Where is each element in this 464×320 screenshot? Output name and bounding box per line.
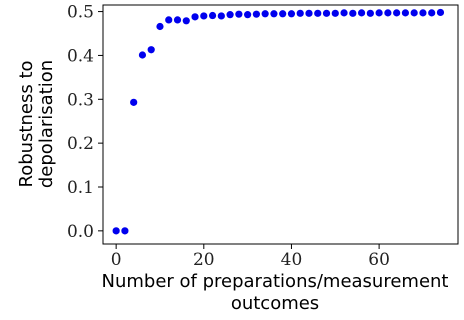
plot-frame [102,4,459,245]
x-tick-label: 0 [111,250,122,270]
data-point [208,11,217,20]
y-tick-label: 0.3 [67,90,94,110]
data-point [165,16,173,24]
data-point [226,11,234,19]
data-point [279,10,287,18]
x-axis-label-line-2: outcomes [231,293,319,314]
y-axis-label-line-2: depolarisation [36,60,57,188]
data-point [270,10,278,18]
data-point [200,12,208,20]
data-point [393,9,401,17]
data-point [322,9,331,17]
data-point [331,9,339,17]
data-point [410,9,418,17]
x-tick-label: 20 [193,250,215,270]
y-tick-label: 0.5 [67,3,94,23]
data-point [112,227,120,235]
data-point [314,9,322,17]
data-point [305,9,313,17]
data-point [357,9,366,17]
y-tick-label: 0.0 [67,222,94,242]
data-points [112,8,445,235]
x-tick-label: 40 [281,250,303,270]
data-point [191,13,199,21]
data-point [252,10,260,18]
data-point [375,9,383,17]
data-point [235,10,243,18]
data-point [130,98,138,106]
data-point [261,10,269,18]
y-tick-label: 0.2 [67,134,94,154]
data-point [244,11,252,19]
data-point [156,22,164,31]
data-point [340,9,348,17]
y-axis-label-line-1: Robustness to [16,60,37,187]
data-point [296,9,304,17]
data-point [287,10,296,18]
data-point [349,9,357,17]
data-point [401,9,410,17]
data-point [366,9,374,17]
y-axis-ticks: 0.0 0.1 0.2 0.3 0.4 0.5 [67,3,103,242]
data-point [121,227,129,235]
data-point [436,8,445,17]
data-point [147,46,155,54]
x-axis-ticks: 0 20 40 60 [111,244,390,270]
data-point [217,12,225,20]
data-point [419,9,427,17]
data-point [173,16,182,24]
data-point [138,51,147,59]
x-axis-label-line-1: Number of preparations/measurement [102,271,449,292]
y-tick-label: 0.4 [67,46,94,66]
data-point [384,9,392,17]
y-tick-label: 0.1 [67,178,94,198]
x-tick-label: 60 [368,250,390,270]
data-point [428,9,436,17]
data-point [182,17,190,25]
